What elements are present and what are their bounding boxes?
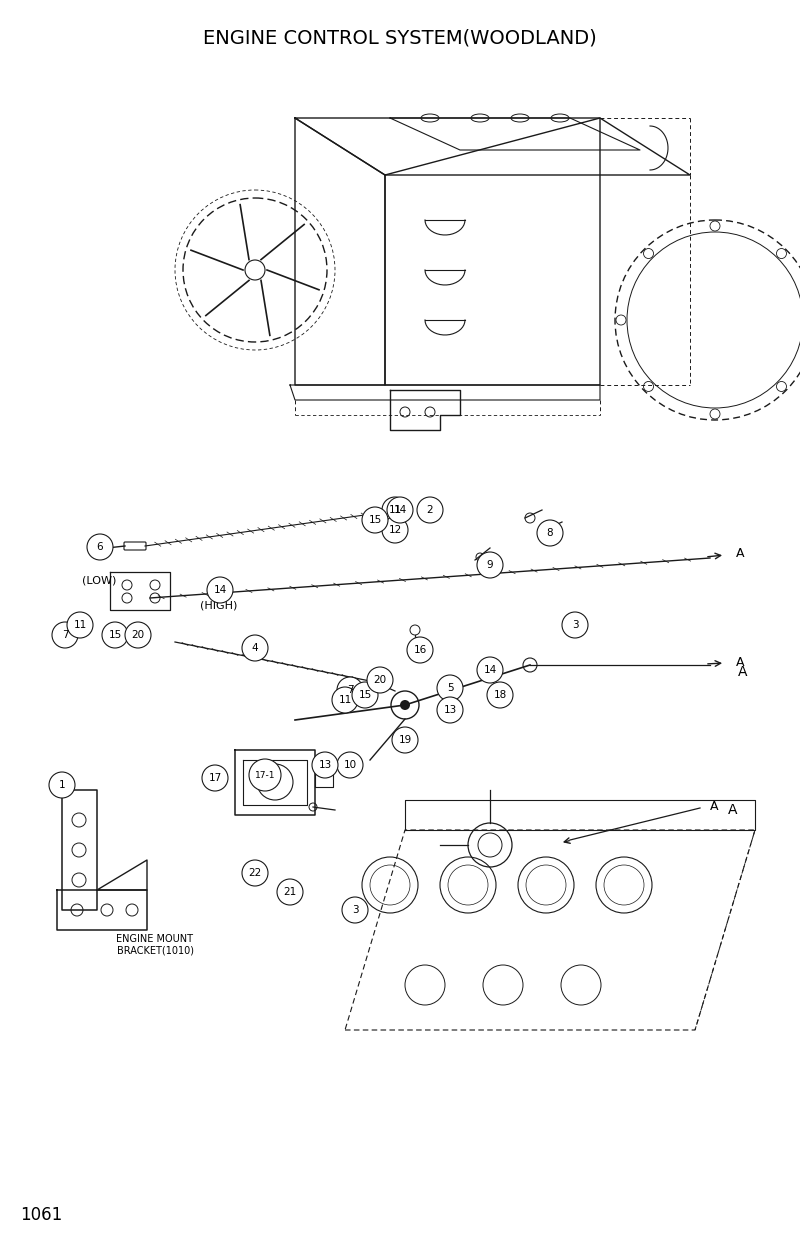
Circle shape — [332, 687, 358, 713]
Text: ENGINE CONTROL SYSTEM(WOODLAND): ENGINE CONTROL SYSTEM(WOODLAND) — [203, 29, 597, 47]
Text: 22: 22 — [248, 868, 262, 878]
Text: 14: 14 — [483, 665, 497, 675]
Circle shape — [437, 697, 463, 723]
Text: 13: 13 — [443, 705, 457, 715]
Circle shape — [362, 507, 388, 533]
Text: 15: 15 — [358, 690, 372, 700]
Text: ENGINE MOUNT
BRACKET(1010): ENGINE MOUNT BRACKET(1010) — [117, 935, 194, 956]
Circle shape — [125, 622, 151, 648]
Text: A: A — [736, 655, 745, 669]
Text: 1: 1 — [58, 781, 66, 791]
Text: 11: 11 — [338, 695, 352, 705]
Circle shape — [87, 534, 113, 561]
Text: A: A — [710, 799, 718, 813]
Circle shape — [49, 772, 75, 798]
Circle shape — [312, 752, 338, 778]
Text: 10: 10 — [343, 759, 357, 769]
Circle shape — [387, 497, 413, 523]
Text: 19: 19 — [398, 735, 412, 745]
Text: 20: 20 — [374, 675, 386, 685]
Text: 7: 7 — [62, 630, 68, 640]
Text: 11: 11 — [74, 620, 86, 630]
Circle shape — [400, 700, 410, 710]
Text: 9: 9 — [486, 561, 494, 571]
Circle shape — [102, 622, 128, 648]
Text: 3: 3 — [352, 905, 358, 915]
Circle shape — [202, 764, 228, 791]
Circle shape — [249, 759, 281, 791]
Text: 18: 18 — [494, 690, 506, 700]
Circle shape — [487, 682, 513, 709]
Circle shape — [242, 635, 268, 661]
Text: 12: 12 — [388, 525, 402, 534]
Text: A: A — [736, 547, 745, 559]
Circle shape — [382, 497, 408, 523]
Circle shape — [277, 879, 303, 905]
Circle shape — [407, 636, 433, 663]
Text: 15: 15 — [368, 515, 382, 525]
Text: 3: 3 — [572, 620, 578, 630]
Circle shape — [477, 552, 503, 578]
Circle shape — [352, 682, 378, 709]
Circle shape — [537, 520, 563, 546]
Text: A: A — [738, 665, 747, 679]
Text: 15: 15 — [108, 630, 122, 640]
Text: 13: 13 — [318, 759, 332, 769]
Circle shape — [562, 612, 588, 638]
Text: (LOW): (LOW) — [82, 576, 116, 585]
Text: 17: 17 — [208, 773, 222, 783]
Text: 21: 21 — [283, 888, 297, 897]
Text: 1061: 1061 — [20, 1206, 62, 1224]
Text: 7: 7 — [346, 685, 354, 695]
Text: 6: 6 — [97, 542, 103, 552]
Text: 16: 16 — [414, 645, 426, 655]
Circle shape — [67, 612, 93, 638]
Text: 2: 2 — [426, 505, 434, 515]
Text: 5: 5 — [446, 682, 454, 694]
Circle shape — [207, 577, 233, 603]
Text: 17-1: 17-1 — [254, 771, 275, 779]
Text: A: A — [728, 803, 738, 817]
Circle shape — [242, 860, 268, 886]
Text: 11: 11 — [388, 505, 402, 515]
Circle shape — [477, 658, 503, 682]
Circle shape — [437, 675, 463, 701]
Circle shape — [337, 752, 363, 778]
Circle shape — [392, 727, 418, 753]
Circle shape — [342, 897, 368, 924]
Text: 14: 14 — [214, 585, 226, 595]
Circle shape — [337, 677, 363, 704]
Text: 4: 4 — [252, 643, 258, 653]
Text: 20: 20 — [131, 630, 145, 640]
Text: 14: 14 — [394, 505, 406, 515]
Circle shape — [417, 497, 443, 523]
Circle shape — [52, 622, 78, 648]
Circle shape — [382, 517, 408, 543]
Text: (HIGH): (HIGH) — [200, 600, 238, 610]
Circle shape — [367, 667, 393, 694]
Text: 8: 8 — [546, 528, 554, 538]
